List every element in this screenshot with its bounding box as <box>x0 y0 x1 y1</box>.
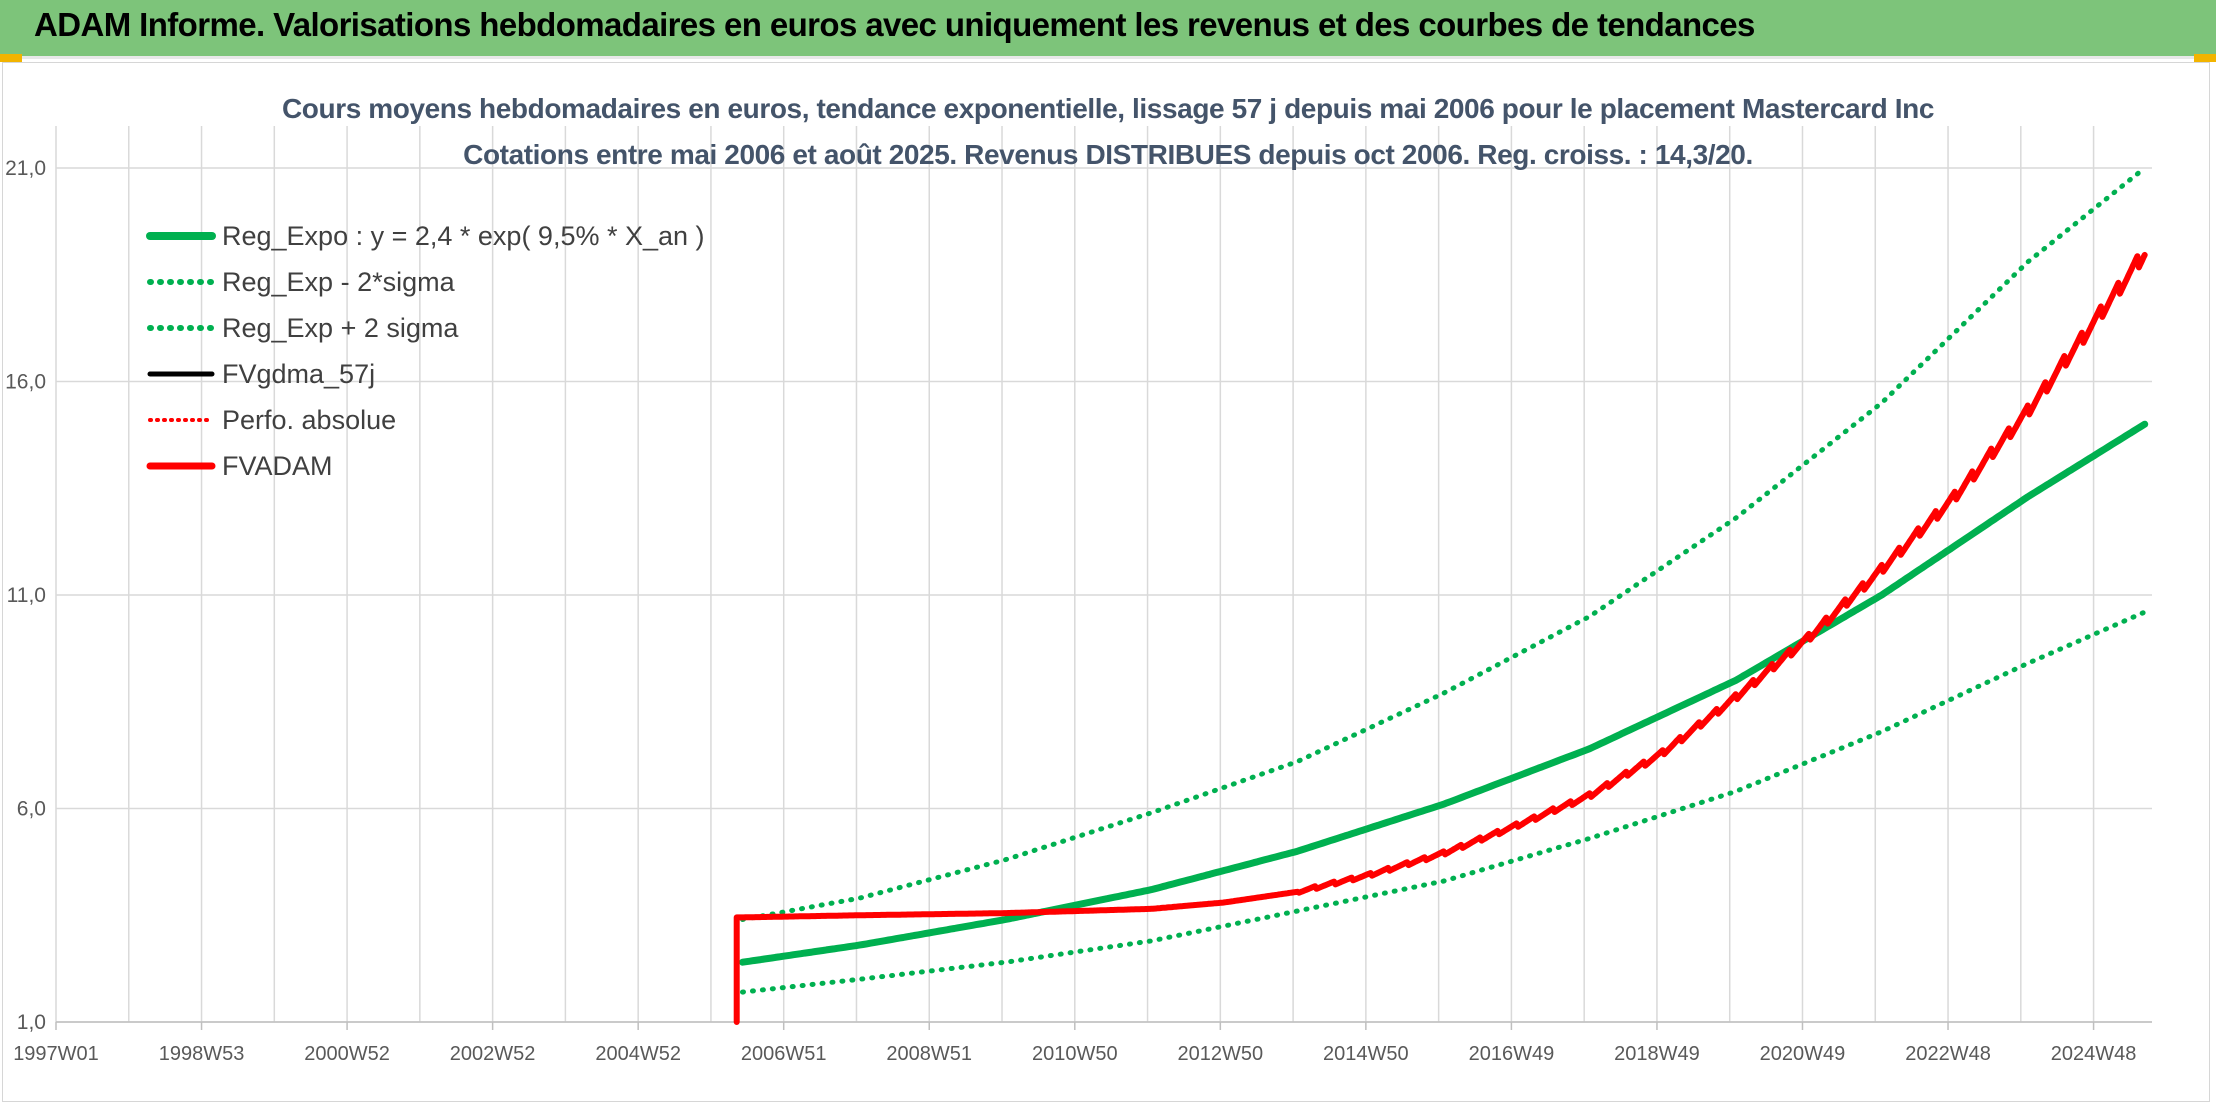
legend-label-3: FVgdma_57j <box>222 359 375 389</box>
series-line-1 <box>740 609 2148 995</box>
series-line-5 <box>733 251 2148 1025</box>
y-tick-label: 1,0 <box>17 1011 46 1034</box>
y-tick-label: 6,0 <box>17 798 46 821</box>
y-tick-label: 11,0 <box>7 584 46 607</box>
report-title: ADAM Informe. Valorisations hebdomadaire… <box>34 6 1755 43</box>
series-line-2 <box>740 165 2148 922</box>
series-line-0 <box>739 420 2149 966</box>
legend-label-5: FVADAM <box>222 451 333 481</box>
x-tick-label: 2020W49 <box>1760 1043 1846 1065</box>
axis-labels: 1,0 6,0 11,0 16,0 21,0 1997W01 1998W53 2000W52 2… <box>5 157 2136 1065</box>
legend-label-4: Perfo. absolue <box>222 405 396 435</box>
chart-title: Cours moyens hebdomadaires en euros, ten… <box>281 93 1935 124</box>
legend-label-0: Reg_Expo : y = 2,4 * exp( 9,5% * X_an ) <box>222 221 705 251</box>
x-tick-label: 2000W52 <box>304 1043 390 1065</box>
x-tick-label: 2008W51 <box>886 1043 972 1065</box>
x-tick-label: 2012W50 <box>1178 1043 1264 1065</box>
x-tick-label: 1998W53 <box>159 1043 245 1065</box>
x-tick-label: 2018W49 <box>1614 1043 1700 1065</box>
chart-frame <box>2 62 2210 1102</box>
x-tick-label: 1997W01 <box>13 1043 99 1065</box>
x-tick-label: 2014W50 <box>1323 1043 1409 1065</box>
legend-label-2: Reg_Exp + 2 sigma <box>222 313 459 343</box>
legend-label-1: Reg_Exp - 2*sigma <box>222 267 456 297</box>
x-tick-label: 2002W52 <box>450 1043 536 1065</box>
report-header: ADAM Informe. Valorisations hebdomadaire… <box>0 0 2216 59</box>
x-tick-label: 2022W48 <box>1905 1043 1991 1065</box>
x-tick-label: 2016W49 <box>1469 1043 1555 1065</box>
y-tick-label: 21,0 <box>5 157 46 180</box>
x-tick-label: 2010W50 <box>1032 1043 1118 1065</box>
x-tick-label: 2006W51 <box>741 1043 827 1065</box>
legend: Reg_Expo : y = 2,4 * exp( 9,5% * X_an ) R… <box>146 221 705 481</box>
left-corner-mark <box>0 54 22 62</box>
x-tick-label: 2024W48 <box>2051 1043 2137 1065</box>
chart-subtitle: Cotations entre mai 2006 et août 2025. R… <box>463 139 1753 170</box>
x-tick-label: 2004W52 <box>595 1043 681 1065</box>
y-tick-label: 16,0 <box>5 371 46 394</box>
series-layer <box>733 165 2149 1025</box>
right-corner-mark <box>2194 54 2216 62</box>
grid-layer <box>55 126 2152 1030</box>
